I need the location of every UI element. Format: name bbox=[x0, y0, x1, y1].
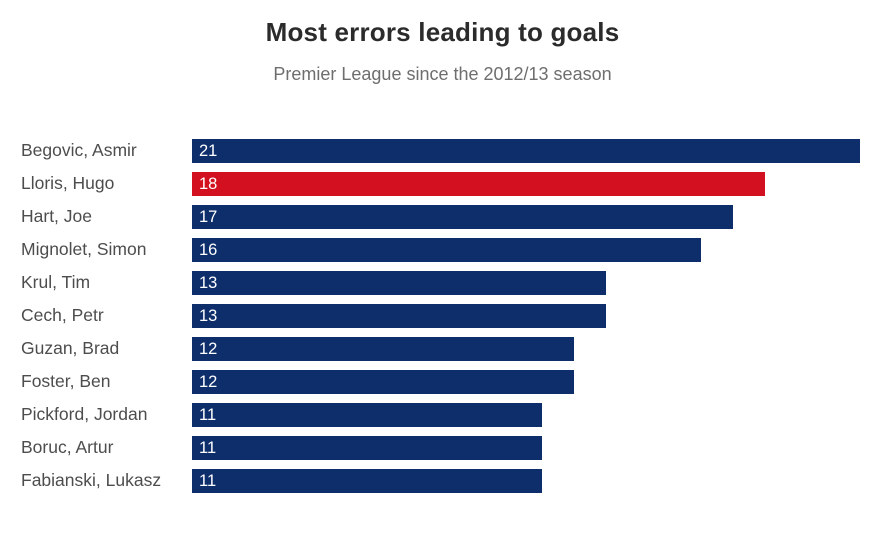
category-label: Begovic, Asmir bbox=[21, 140, 137, 160]
category-label: Guzan, Brad bbox=[21, 338, 120, 358]
value-label: 18 bbox=[199, 174, 218, 193]
bar-row: Pickford, Jordan 11 bbox=[21, 398, 860, 431]
category-label: Foster, Ben bbox=[21, 371, 111, 391]
category-label: Pickford, Jordan bbox=[21, 404, 148, 424]
value-label: 13 bbox=[199, 273, 218, 292]
value-label: 12 bbox=[199, 339, 218, 358]
category-label: Cech, Petr bbox=[21, 305, 104, 325]
bar-row: Cech, Petr 13 bbox=[21, 299, 860, 332]
bar-track: 13 bbox=[192, 303, 860, 328]
bar: 17 bbox=[192, 204, 733, 229]
bar-row: Foster, Ben 12 bbox=[21, 365, 860, 398]
bar-track: 18 bbox=[192, 171, 860, 196]
bar-track: 12 bbox=[192, 336, 860, 361]
bar-row: Hart, Joe 17 bbox=[21, 200, 860, 233]
bar-row: Boruc, Artur 11 bbox=[21, 431, 860, 464]
category-label: Mignolet, Simon bbox=[21, 239, 147, 259]
category-label: Boruc, Artur bbox=[21, 437, 114, 457]
bar-row: Mignolet, Simon 16 bbox=[21, 233, 860, 266]
category-label: Lloris, Hugo bbox=[21, 173, 115, 193]
bar: 13 bbox=[192, 270, 606, 295]
bar-track: 17 bbox=[192, 204, 860, 229]
bar-track: 11 bbox=[192, 402, 860, 427]
value-label: 13 bbox=[199, 306, 218, 325]
bar: 11 bbox=[192, 435, 542, 460]
category-label: Krul, Tim bbox=[21, 272, 91, 292]
category-label: Fabianski, Lukasz bbox=[21, 470, 162, 490]
bar-row: Lloris, Hugo 18 bbox=[21, 167, 860, 200]
bar: 18 bbox=[192, 171, 765, 196]
value-label: 11 bbox=[199, 405, 217, 424]
bar-row: Krul, Tim 13 bbox=[21, 266, 860, 299]
bar-row: Fabianski, Lukasz 11 bbox=[21, 464, 860, 497]
bar-track: 11 bbox=[192, 435, 860, 460]
bar-track: 16 bbox=[192, 237, 860, 262]
bar: 12 bbox=[192, 369, 574, 394]
value-label: 17 bbox=[199, 207, 218, 226]
bar-track: 11 bbox=[192, 468, 860, 493]
category-label: Hart, Joe bbox=[21, 206, 92, 226]
bar: 13 bbox=[192, 303, 606, 328]
value-label: 16 bbox=[199, 240, 218, 259]
value-label: 21 bbox=[199, 141, 218, 160]
chart-subtitle: Premier League since the 2012/13 season bbox=[273, 64, 612, 84]
bar-track: 21 bbox=[192, 138, 860, 163]
bar: 12 bbox=[192, 336, 574, 361]
bar-plot: Begovic, Asmir 21 Lloris, Hugo 18 Hart, … bbox=[21, 134, 860, 497]
bar-track: 13 bbox=[192, 270, 860, 295]
bar-row: Guzan, Brad 12 bbox=[21, 332, 860, 365]
chart-title: Most errors leading to goals bbox=[265, 17, 620, 47]
value-label: 12 bbox=[199, 372, 218, 391]
value-label: 11 bbox=[199, 471, 217, 490]
bar: 21 bbox=[192, 138, 860, 163]
bar: 16 bbox=[192, 237, 701, 262]
bar: 11 bbox=[192, 402, 542, 427]
bar-row: Begovic, Asmir 21 bbox=[21, 134, 860, 167]
bar-track: 12 bbox=[192, 369, 860, 394]
bar: 11 bbox=[192, 468, 542, 493]
value-label: 11 bbox=[199, 438, 217, 457]
